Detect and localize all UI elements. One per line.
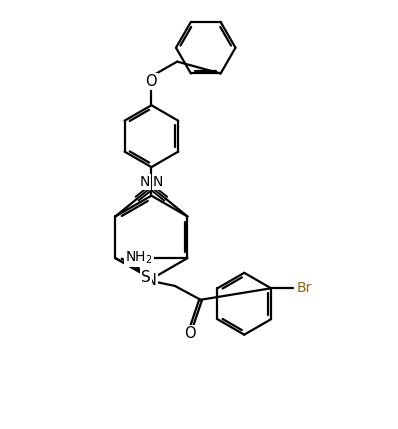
Text: NH$_2$: NH$_2$ xyxy=(125,250,153,266)
Text: N: N xyxy=(153,175,163,189)
Text: O: O xyxy=(184,326,196,341)
Text: N: N xyxy=(146,273,157,288)
Text: N: N xyxy=(139,175,150,189)
Text: S: S xyxy=(141,270,151,285)
Text: Br: Br xyxy=(296,281,312,295)
Text: O: O xyxy=(146,74,157,89)
